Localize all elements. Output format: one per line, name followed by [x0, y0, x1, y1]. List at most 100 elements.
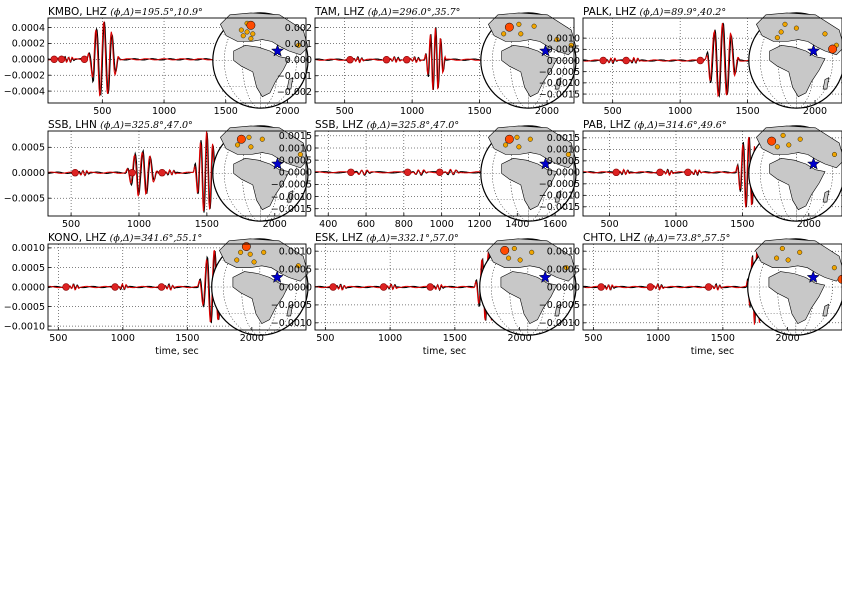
y-tick-label: −0.001 [277, 71, 312, 82]
phase-marker [622, 56, 630, 65]
y-tick-label: 0.0010 [547, 145, 580, 156]
station-dot [782, 21, 788, 27]
globe-inset [479, 238, 577, 336]
station-dot [501, 31, 507, 37]
x-tick-label: 500 [600, 219, 618, 230]
y-tick-label: 0.0000 [279, 168, 312, 179]
event-star-icon [806, 44, 821, 57]
station-dot [238, 249, 244, 255]
phase-marker [329, 283, 337, 291]
x-tick-label: 400 [319, 219, 337, 230]
phase-marker [80, 55, 89, 64]
y-tick-label: 0.0005 [279, 264, 312, 275]
event-star-icon [538, 44, 553, 57]
panel-title: SSB, LHN (ϕ,Δ)=325.8°,47.0° [48, 119, 193, 131]
event-star-icon [270, 44, 285, 57]
y-tick-label: 0.0005 [279, 155, 312, 166]
station-dot [774, 35, 780, 41]
x-tick-label: 2000 [275, 106, 299, 117]
x-tick-label: 1500 [214, 106, 238, 117]
y-tick-label: −0.0005 [539, 179, 580, 190]
station-dot [259, 136, 265, 142]
station-dot [244, 29, 250, 35]
y-tick-label: 0.0015 [547, 133, 580, 144]
phase-marker [379, 283, 388, 291]
station-dot [531, 23, 537, 29]
station-dot [831, 151, 837, 157]
y-tick-label: 0.0002 [12, 39, 45, 50]
panel-title: PALK, LHZ (ϕ,Δ)=89.9°,40.2° [583, 6, 726, 18]
station-dot [779, 245, 785, 251]
station-main-dot [504, 22, 514, 32]
station-dot [240, 33, 246, 39]
x-tick-label: 1500 [467, 106, 491, 117]
axes-frame [47, 17, 307, 104]
y-tick-label: 0.0005 [12, 143, 45, 154]
globe-inset [211, 238, 309, 336]
station-dot [527, 136, 533, 142]
x-tick-label: 1400 [505, 219, 529, 230]
station-dot [565, 151, 571, 157]
x-tick-label: 1500 [443, 333, 467, 344]
y-tick-label: 0.0005 [547, 156, 580, 167]
x-axis-label: time, sec [691, 346, 735, 357]
y-tick-label: 0.0000 [12, 55, 45, 66]
x-axis-label: time, sec [155, 346, 199, 357]
station-dot [234, 257, 240, 263]
y-tick-label: 0.0010 [279, 246, 312, 257]
station-main-dot [837, 274, 842, 284]
y-tick-label: 0.001 [285, 39, 312, 50]
y-tick-label: 0.0000 [12, 282, 45, 293]
x-tick-label: 2000 [803, 106, 827, 117]
y-tick-label: −0.0010 [271, 318, 312, 329]
station-dot [247, 251, 253, 257]
station-dot [797, 136, 803, 142]
x-tick-label: 500 [316, 333, 334, 344]
y-tick-label: 0.0010 [547, 246, 580, 257]
x-tick-label: 500 [604, 106, 622, 117]
y-tick-label: −0.0005 [4, 193, 45, 204]
event-star-icon [806, 270, 820, 283]
station-dot [295, 42, 301, 48]
station-dot [774, 144, 780, 150]
phase-marker [157, 283, 166, 291]
globe-inset [748, 125, 842, 222]
station-dot [250, 31, 256, 37]
x-tick-label: 1000 [646, 333, 670, 344]
y-tick-label: 0.0010 [12, 243, 45, 254]
station-dot [246, 134, 252, 140]
phase-marker [646, 283, 655, 291]
globe-inset [212, 12, 309, 109]
y-tick-label: −0.0010 [271, 192, 312, 203]
panel-title: TAM, LHZ (ϕ,Δ)=296.0°,35.7° [314, 6, 460, 18]
y-tick-label: 0.0005 [12, 263, 45, 274]
axes-frame [47, 130, 307, 217]
y-tick-label: 0.000 [285, 55, 312, 66]
panel-ssb-lhz: 400 600 800 1000 1200 1400 16000.00150.00100.0… [271, 119, 577, 230]
y-tick-label: −0.0004 [4, 86, 45, 97]
phase-marker [403, 168, 412, 176]
phase-marker [57, 55, 66, 64]
event-star-icon [270, 157, 285, 170]
x-tick-label: 2000 [776, 333, 800, 344]
station-dot [511, 245, 517, 251]
panel-pab-lhz: 500 1000 1500 20000.00150.00100.00050.0000−… [539, 119, 842, 230]
x-tick-label: 500 [62, 219, 80, 230]
x-tick-label: 2000 [535, 106, 559, 117]
station-main-dot [500, 245, 510, 255]
x-tick-label: 1600 [543, 219, 567, 230]
phase-marker [50, 55, 58, 64]
y-tick-label: 0.0005 [547, 264, 580, 275]
x-axis-label: time, sec [423, 346, 467, 357]
panel-title: SSB, LHZ (ϕ,Δ)=325.8°,47.0° [315, 119, 459, 131]
station-dot [786, 142, 792, 148]
station-dot [785, 257, 791, 263]
station-main-dot [504, 134, 514, 144]
station-dot [831, 265, 837, 271]
panel-title: KMBO, LHZ (ϕ,Δ)=195.5°,10.9° [48, 6, 203, 18]
phase-marker [346, 55, 354, 64]
y-tick-label: −0.0005 [539, 67, 580, 78]
station-dot [514, 134, 520, 140]
panel-tam-lhz: 500 1000 1500 2000 0.002 0.001 0.000 −0.001 −0.0… [277, 6, 577, 117]
station-dot [518, 31, 524, 37]
